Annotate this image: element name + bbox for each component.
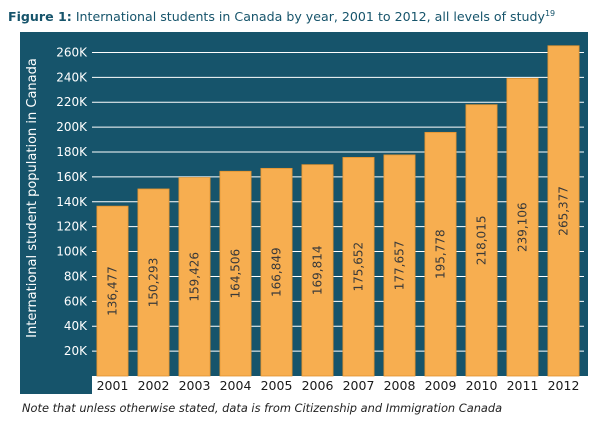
bar-value-label: 218,015: [475, 216, 489, 266]
x-tick-label: 2009: [425, 378, 457, 393]
x-tick-label: 2011: [507, 378, 539, 393]
x-tick-label: 2006: [302, 378, 334, 393]
bar: [383, 154, 416, 377]
y-tick-label: 200K: [56, 120, 88, 134]
bar-value-label: 150,293: [147, 258, 161, 308]
bar-value-label: 166,849: [270, 247, 284, 297]
y-tick-label: 40K: [64, 319, 88, 333]
y-tick-label: 160K: [56, 170, 88, 184]
bar: [260, 167, 293, 377]
title-text: International students in Canada by year…: [71, 9, 545, 25]
y-axis-ticks: 20K 40K 60K 80K 100K 120K 140K 160K 180K 200K 220K…: [56, 45, 88, 358]
x-tick-label: 2002: [138, 378, 170, 393]
bar-value-label: 159,426: [188, 252, 202, 302]
bar-value-label: 195,778: [434, 229, 448, 279]
x-tick-label: 2003: [179, 378, 211, 393]
bar: [342, 157, 375, 377]
y-tick-label: 260K: [56, 45, 88, 59]
y-tick-label: 60K: [64, 294, 88, 308]
y-tick-label: 100K: [56, 245, 88, 259]
bar-value-label: 169,814: [311, 246, 325, 296]
bar-value-label: 265,377: [557, 186, 571, 236]
y-axis-label: International student population in Cana…: [25, 58, 40, 338]
x-tick-label: 2010: [466, 378, 498, 393]
footnote-ref: 19: [544, 9, 556, 18]
bar: [465, 104, 498, 377]
bars: 136,477 150,293 159,426 164,506 166,849 169,8…: [96, 45, 580, 377]
y-tick-label: 20K: [64, 344, 88, 358]
x-tick-label: 2001: [97, 378, 129, 393]
y-tick-label: 120K: [56, 220, 88, 234]
x-axis-ticks: 2001 2002 2003 2004 2005 2006 2007 2008 2009 2010…: [97, 378, 580, 393]
bar: [219, 170, 252, 377]
y-tick-label: 240K: [56, 70, 88, 84]
bar: [547, 45, 580, 377]
bar-value-label: 239,106: [516, 202, 530, 252]
bar: [96, 205, 129, 377]
bar: [137, 188, 170, 377]
gridlines: [92, 51, 584, 352]
y-tick-label: 80K: [64, 269, 88, 283]
bar: [506, 78, 539, 377]
x-tick-label: 2007: [343, 378, 375, 393]
chart-title: Figure 1: International students in Cana…: [8, 9, 598, 24]
bar: [424, 131, 457, 377]
figure-number: Figure 1:: [8, 9, 72, 25]
y-tick-label: 140K: [56, 195, 88, 209]
bar-value-label: 164,506: [229, 249, 243, 299]
bar-value-label: 175,652: [352, 242, 366, 292]
y-tick-label: 180K: [56, 145, 88, 159]
y-tick-label: 220K: [56, 95, 88, 109]
x-axis-strip: [92, 376, 588, 394]
bar: [301, 164, 334, 377]
bar-value-label: 136,477: [106, 266, 120, 316]
x-tick-label: 2008: [384, 378, 416, 393]
source-note: Note that unless otherwise stated, data …: [22, 401, 503, 415]
x-tick-label: 2005: [261, 378, 293, 393]
x-tick-label: 2004: [220, 378, 252, 393]
x-tick-label: 2012: [548, 378, 580, 393]
bar: [178, 177, 211, 377]
bar-value-label: 177,657: [393, 241, 407, 291]
